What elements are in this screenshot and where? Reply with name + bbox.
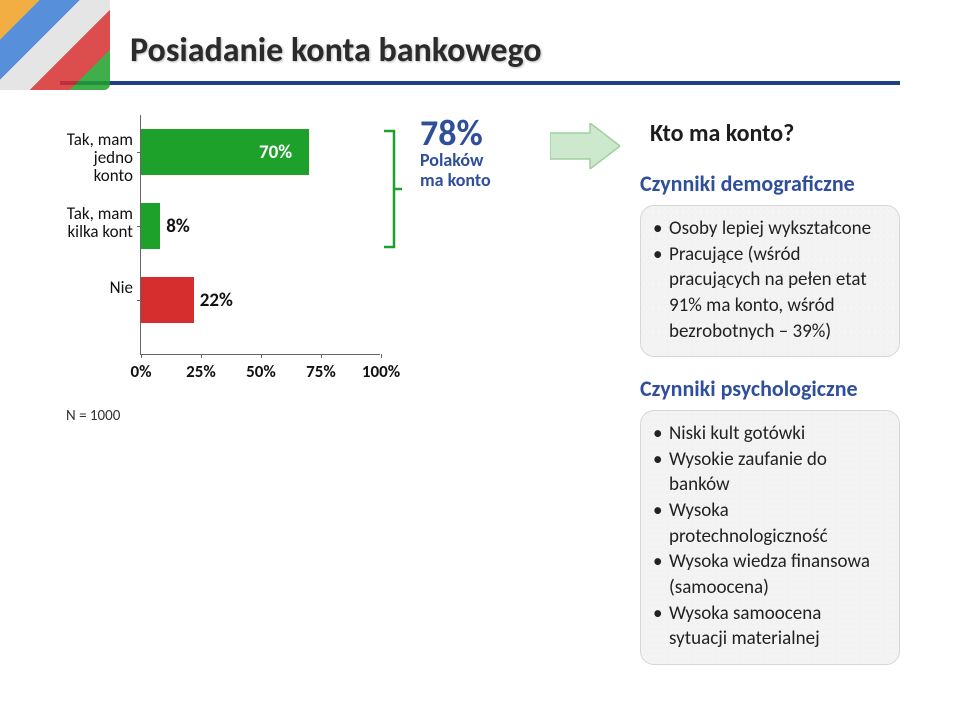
section-demographic: Czynniki demograficzne Osoby lepiej wyks… (640, 170, 900, 357)
list-item: Wysoka wiedza finansowa (samoocena) (651, 549, 883, 600)
x-tick-label: 75% (306, 361, 336, 382)
section-heading: Czynniki demograficzne (640, 170, 900, 197)
section-heading: Czynniki psychologiczne (640, 375, 900, 402)
bullet-box: Osoby lepiej wykształcone Pracujące (wśr… (640, 205, 900, 357)
bar (141, 277, 194, 323)
x-tick-label: 0% (130, 361, 151, 382)
bar-value-label: 22% (200, 289, 233, 312)
list-item: Wysoka samoocena sytuacji materialnej (651, 601, 883, 652)
list-item: Wysoka protechnologiczność (651, 498, 883, 549)
y-category-label: Tak, mam kilka kont (61, 205, 133, 241)
list-item: Niski kult gotówki (651, 421, 883, 447)
ownership-bar-chart: 0% 25% 50% 75% 100% Tak, mam jedno konto 70% Ta… (60, 115, 400, 395)
list-item: Pracujące (wśród pracujących na pełen et… (651, 242, 883, 345)
section-psychological: Czynniki psychologiczne Niski kult gotów… (640, 375, 900, 665)
title-rule (60, 81, 900, 85)
arrow-icon (550, 115, 620, 665)
bar (141, 203, 160, 249)
decorative-image (0, 0, 110, 90)
bar-value-label: 8% (166, 215, 189, 238)
y-category-label: Tak, mam jedno konto (61, 131, 133, 185)
bar-value-label: 70% (259, 141, 292, 164)
list-item: Wysokie zaufanie do banków (651, 447, 883, 498)
sample-size-label: N = 1000 (66, 407, 400, 425)
x-tick-label: 25% (186, 361, 216, 382)
badge-line1: Polaków (420, 151, 530, 171)
x-tick-label: 100% (362, 361, 400, 382)
y-category-label: Nie (61, 279, 133, 297)
bullet-box: Niski kult gotówki Wysokie zaufanie do b… (640, 410, 900, 665)
percent-badge: 78% Polaków ma konto (420, 115, 530, 665)
list-item: Osoby lepiej wykształcone (651, 216, 883, 242)
badge-percent: 78% (420, 115, 530, 151)
grouping-bracket (384, 129, 402, 254)
badge-line2: ma konto (420, 171, 530, 191)
question-heading: Kto ma konto? (640, 115, 804, 152)
x-tick-label: 50% (246, 361, 276, 382)
page-title: Posiadanie konta bankowego (130, 30, 900, 71)
